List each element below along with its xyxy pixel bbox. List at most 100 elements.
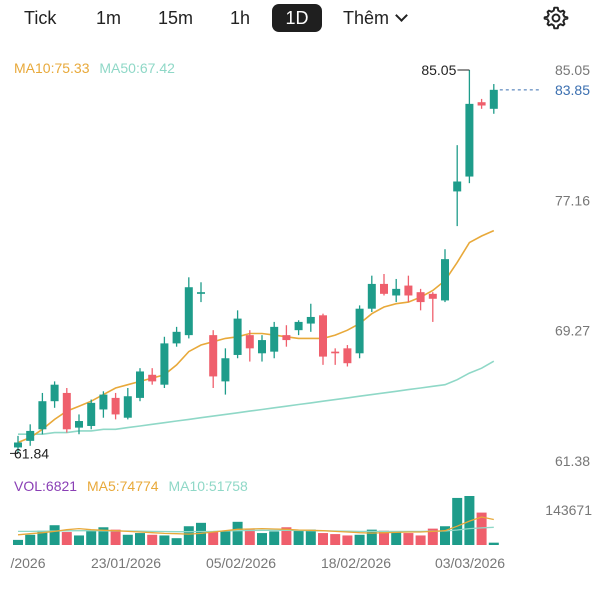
vol-legend: VOL:6821	[14, 478, 78, 494]
ma50-line	[18, 360, 495, 435]
vol-ma5-legend: MA5:74774	[86, 478, 159, 494]
candle-body	[75, 421, 83, 428]
volume-bar	[13, 539, 23, 545]
gear-icon[interactable]	[543, 5, 569, 31]
candle-body	[441, 259, 449, 301]
volume-bar	[391, 532, 402, 545]
volume-bar	[342, 535, 353, 545]
volume-max-label: 143671	[545, 502, 592, 518]
volume-bar	[98, 527, 109, 545]
price-legend: MA10:75.33 MA50:67.42	[14, 60, 175, 76]
candle-body	[477, 102, 486, 106]
ma50-legend: MA50:67.42	[99, 60, 175, 76]
volume-bar	[147, 534, 158, 545]
volume-bar	[135, 533, 145, 545]
candle-body	[489, 89, 498, 109]
candle-body	[209, 335, 218, 377]
volume-bar	[452, 497, 463, 545]
candle-body	[380, 283, 388, 294]
date-tick-label: 03/03/2026	[435, 555, 505, 571]
date-tick-label: /2026	[10, 555, 45, 571]
more-dropdown[interactable]: Thêm	[333, 4, 416, 32]
volume-bar	[488, 542, 499, 545]
ma10-line	[17, 229, 495, 444]
candle-body	[294, 321, 303, 331]
volume-bar	[208, 532, 219, 545]
candle-body	[331, 351, 340, 354]
date-tick-label: 05/02/2026	[206, 555, 276, 571]
volume-bar	[257, 533, 267, 545]
last-price-label: 83.85	[555, 82, 590, 98]
candle-body	[233, 318, 242, 355]
volume-bar	[305, 529, 316, 545]
candle-body	[306, 316, 315, 324]
candle-body	[26, 430, 35, 441]
volume-bar	[330, 534, 341, 545]
date-tick-label: 23/01/2026	[91, 555, 161, 571]
volume-bar	[379, 530, 389, 545]
min-price-label: 61.84	[14, 445, 49, 461]
volume-bar	[281, 527, 292, 545]
candle-body	[245, 335, 254, 349]
candle-body	[14, 442, 22, 448]
volume-bar	[110, 529, 121, 545]
candle-body	[428, 293, 437, 299]
volume-bar	[122, 534, 133, 545]
volume-bar	[49, 525, 60, 545]
volume-bar	[220, 531, 231, 545]
volume-bar	[354, 534, 365, 545]
vol-ma10-legend: MA10:51758	[168, 478, 248, 494]
price-tick-label: 69.27	[555, 323, 590, 339]
vol-ma5-line	[17, 516, 494, 536]
volume-bar	[25, 534, 36, 545]
tab-1m[interactable]: 1m	[96, 8, 122, 28]
candle-body	[453, 181, 462, 192]
more-label: Thêm	[343, 8, 390, 28]
tab-1h[interactable]: 1h	[230, 8, 251, 28]
volume-bar	[61, 532, 72, 545]
timeframe-toolbar: Tick 1m 15m 1h 1D Thêm	[0, 0, 600, 34]
candle-body	[392, 288, 401, 296]
volume-bar	[232, 521, 243, 545]
date-tick-label: 18/02/2026	[321, 555, 391, 571]
candle-body	[416, 292, 425, 303]
candle-body	[221, 358, 230, 382]
volume-bar	[366, 529, 377, 545]
volume-bar	[86, 529, 97, 545]
volume-bar	[427, 528, 438, 545]
volume-bar	[476, 512, 487, 545]
volume-bar	[440, 526, 450, 545]
candle-body	[148, 374, 157, 382]
candle-body	[465, 103, 474, 177]
tab-15m[interactable]: 15m	[158, 8, 194, 28]
volume-bar	[159, 535, 170, 545]
price-tick-label: 61.38	[555, 453, 590, 469]
volume-bar	[171, 538, 182, 545]
volume-bar	[269, 531, 280, 545]
candle-body	[160, 343, 169, 385]
candle-body	[172, 331, 181, 344]
candle-body	[87, 402, 96, 426]
candle-body	[404, 285, 413, 296]
volume-bar	[293, 530, 304, 545]
candle-body	[319, 315, 327, 357]
candle-body	[355, 308, 364, 354]
candle-body	[123, 396, 132, 418]
candle-body	[367, 283, 376, 309]
candle-body	[343, 348, 352, 364]
volume-bar	[74, 535, 84, 545]
tab-1d[interactable]: 1D	[272, 4, 322, 32]
candle-body	[136, 371, 144, 398]
tab-tick[interactable]: Tick	[24, 8, 57, 28]
candle-body	[184, 287, 193, 336]
volume-legend: VOL:6821 MA5:74774 MA10:51758	[14, 478, 248, 494]
volume-bar	[415, 535, 426, 545]
candle-body	[282, 335, 291, 341]
price-tick-label: 85.05	[555, 62, 590, 78]
max-price-label: 85.05	[421, 62, 456, 78]
volume-bar	[37, 530, 48, 545]
ma10-legend: MA10:75.33	[14, 60, 90, 76]
candle-body	[270, 326, 279, 352]
candle-body	[38, 401, 47, 430]
